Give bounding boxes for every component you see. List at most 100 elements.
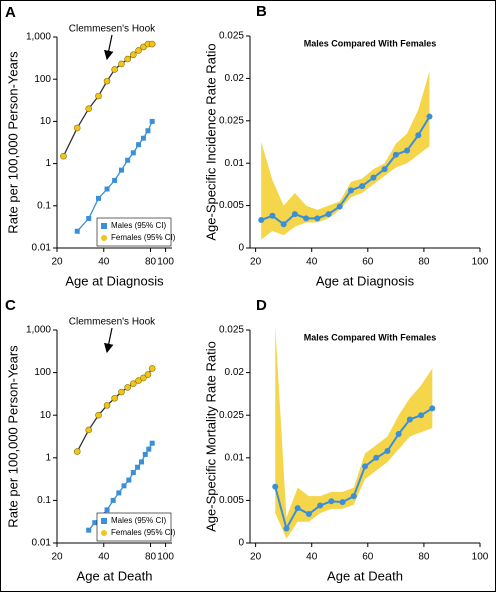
point bbox=[111, 66, 118, 73]
y-tick-label: 0.005 bbox=[219, 495, 244, 506]
point bbox=[291, 211, 298, 218]
annotation-arrow bbox=[104, 327, 114, 354]
legend-label: Females (95% CI) bbox=[111, 233, 176, 242]
y-tick-label: 1,000 bbox=[26, 32, 51, 43]
point bbox=[139, 459, 145, 465]
legend-swatch bbox=[101, 518, 107, 524]
point bbox=[429, 405, 436, 412]
point bbox=[135, 464, 141, 470]
ci-band bbox=[261, 71, 430, 240]
point bbox=[111, 394, 118, 402]
point bbox=[140, 135, 146, 141]
y-tick-label: 0.025 bbox=[219, 115, 244, 126]
y-tick-label: 0.025 bbox=[219, 410, 244, 421]
panel-label: B bbox=[256, 3, 267, 20]
point bbox=[148, 40, 156, 48]
point bbox=[130, 470, 136, 476]
point bbox=[317, 502, 324, 509]
point bbox=[86, 216, 92, 222]
point bbox=[406, 416, 413, 423]
x-tick-label: 80 bbox=[418, 257, 430, 268]
point bbox=[359, 183, 366, 190]
point bbox=[314, 215, 321, 222]
point bbox=[73, 448, 81, 455]
x-tick-label: 20 bbox=[51, 257, 63, 268]
point bbox=[149, 118, 155, 124]
point bbox=[124, 55, 131, 63]
subtitle: Males Compared With Females bbox=[304, 38, 436, 48]
x-tick-label: 60 bbox=[362, 257, 374, 268]
point bbox=[104, 507, 110, 513]
point bbox=[370, 174, 377, 181]
x-tick-label: 40 bbox=[306, 257, 318, 268]
point bbox=[85, 426, 93, 434]
point bbox=[140, 374, 147, 382]
point bbox=[347, 187, 354, 194]
y-tick-label: 10 bbox=[40, 410, 52, 421]
point bbox=[85, 105, 93, 112]
panel-label: D bbox=[256, 297, 267, 314]
x-tick-label: 20 bbox=[250, 257, 262, 268]
point bbox=[73, 124, 81, 132]
point bbox=[130, 380, 137, 387]
point bbox=[135, 47, 142, 54]
point bbox=[130, 150, 136, 156]
point bbox=[95, 92, 102, 100]
x-tick-label: 80 bbox=[145, 552, 157, 563]
point bbox=[136, 142, 142, 148]
point bbox=[124, 384, 131, 391]
point bbox=[426, 113, 433, 120]
y-tick-label: 0.025 bbox=[219, 31, 244, 42]
series-line bbox=[62, 43, 153, 157]
x-axis-title: Age at Diagnosis bbox=[316, 273, 415, 288]
point bbox=[395, 430, 402, 437]
point bbox=[92, 520, 98, 526]
point bbox=[339, 499, 346, 506]
legend-swatch bbox=[101, 223, 107, 229]
point bbox=[336, 203, 343, 210]
annotation: Clemmesen's Hook bbox=[69, 317, 156, 328]
x-tick-label: 20 bbox=[250, 552, 262, 563]
legend-label: Females (95% CI) bbox=[111, 528, 176, 537]
y-tick-label: 0.025 bbox=[219, 325, 244, 336]
point bbox=[269, 212, 276, 219]
x-tick-label: 60 bbox=[362, 552, 374, 563]
y-tick-label: 0.01 bbox=[225, 452, 245, 463]
x-axis-title: Age at Diagnosis bbox=[65, 273, 164, 288]
y-axis-title: Rate per 100,000 Person-Years bbox=[5, 51, 20, 234]
point bbox=[121, 483, 127, 489]
x-tick-label: 100 bbox=[157, 257, 174, 268]
y-tick-label: 0.01 bbox=[225, 158, 245, 169]
y-tick-label: 0 bbox=[238, 538, 244, 549]
point bbox=[125, 157, 131, 163]
point bbox=[325, 211, 332, 218]
point bbox=[418, 412, 425, 419]
point bbox=[103, 402, 111, 409]
point bbox=[74, 228, 80, 234]
point bbox=[415, 132, 422, 139]
point bbox=[373, 454, 380, 461]
y-tick-label: 0.02 bbox=[225, 73, 245, 84]
point bbox=[126, 477, 132, 483]
x-tick-label: 40 bbox=[98, 257, 110, 268]
x-tick-label: 40 bbox=[306, 552, 318, 563]
y-axis-title: Age-Specific Incidence Rate Ratio bbox=[203, 43, 218, 240]
point bbox=[328, 498, 335, 505]
panel-label: C bbox=[5, 297, 16, 314]
point bbox=[60, 152, 67, 160]
y-tick-label: 1 bbox=[45, 452, 51, 463]
legend-label: Males (95% CI) bbox=[111, 221, 166, 230]
x-tick-label: 80 bbox=[145, 257, 157, 268]
x-tick-label: 100 bbox=[472, 257, 489, 268]
subtitle: Males Compared With Females bbox=[304, 332, 436, 342]
annotation-arrow bbox=[104, 34, 114, 61]
point bbox=[149, 440, 155, 446]
point bbox=[118, 167, 124, 173]
x-tick-label: 100 bbox=[472, 552, 489, 563]
x-tick-label: 80 bbox=[418, 552, 430, 563]
annotation: Clemmesen's Hook bbox=[69, 24, 156, 35]
y-tick-label: 0.1 bbox=[37, 200, 51, 211]
y-tick-label: 1,000 bbox=[26, 325, 51, 336]
